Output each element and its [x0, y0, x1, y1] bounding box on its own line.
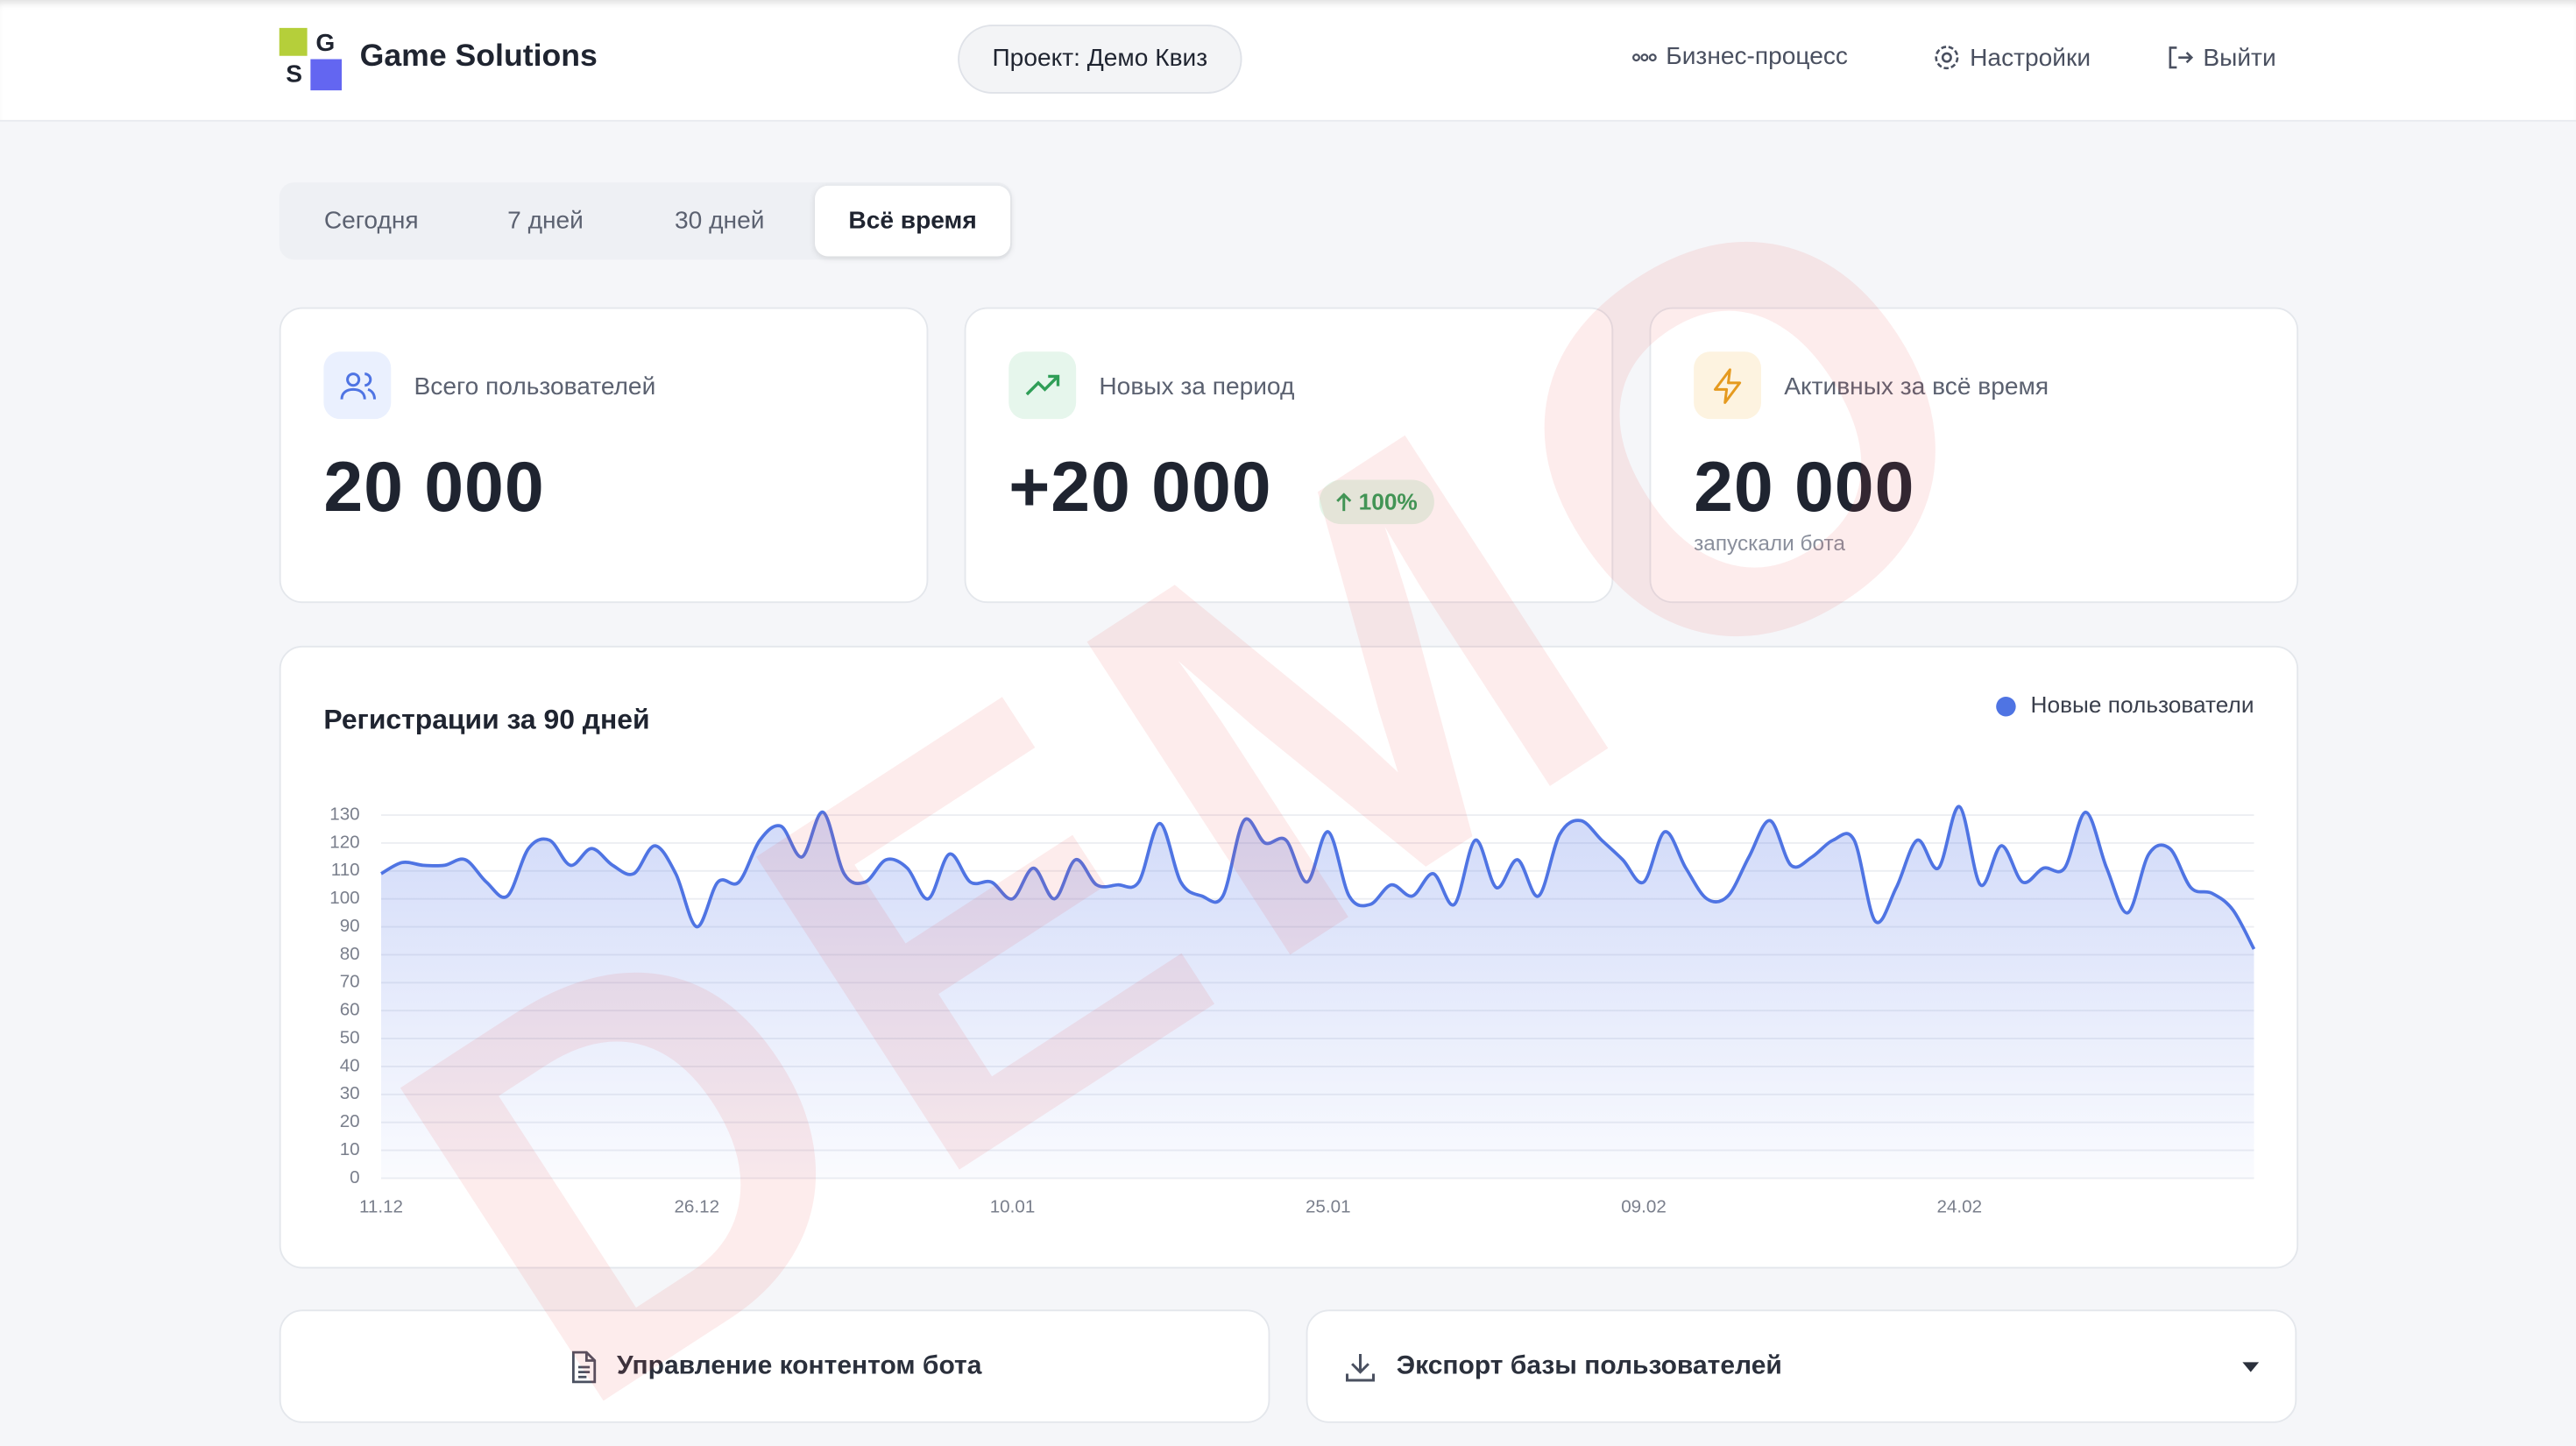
y-tick-label: 20: [340, 1111, 360, 1131]
area-fill: [381, 806, 2254, 1179]
line: [380, 805, 2256, 950]
nav-label: Бизнес-процесс: [1666, 42, 1848, 71]
x-tick-label: 09.02: [1621, 1197, 1667, 1217]
y-tick-label: 50: [340, 1027, 360, 1047]
stat-value: 20 000: [1694, 448, 1915, 528]
nav-label: Выйти: [2203, 43, 2276, 72]
y-tick-label: 0: [350, 1167, 359, 1187]
nav-label: Настройки: [1970, 43, 2091, 72]
stat-card: Активных за всё время 20 000 запускали б…: [1649, 307, 2299, 604]
x-tick-label: 26.12: [674, 1197, 719, 1217]
action-button[interactable]: Экспорт базы пользователей: [1306, 1309, 2297, 1423]
logo-letter: G: [315, 29, 335, 56]
stat-value: +20 000: [1008, 448, 1272, 528]
icon: [572, 1350, 598, 1383]
tab[interactable]: 30 дней: [675, 207, 765, 236]
y-tick-label: 120: [329, 832, 359, 852]
button-label: Управление контентом бота: [616, 1351, 982, 1380]
tab[interactable]: Всё время: [815, 185, 1011, 257]
icon-box: [323, 351, 392, 420]
icon: [1713, 367, 1741, 403]
stat-note: запускали бота: [1694, 530, 1845, 556]
icon-box: [1008, 351, 1077, 420]
icon: [1935, 46, 1959, 70]
logo-letter: S: [286, 60, 302, 88]
stat-label: Новых за период: [1099, 372, 1295, 401]
stat-card: Всего пользователей 20 000: [279, 307, 929, 604]
button-content: Экспорт базы пользователей: [1344, 1350, 1782, 1383]
nav-item[interactable]: Выйти: [2165, 43, 2276, 73]
icon-box: [1694, 351, 1761, 420]
y-tick-label: 90: [340, 916, 360, 936]
logo: G S: [279, 27, 342, 91]
legend-label: Новые пользователи: [2031, 691, 2254, 718]
x-tick-label: 10.01: [990, 1197, 1036, 1217]
icon: [1336, 492, 1352, 511]
legend-swatch: [1996, 697, 2016, 717]
stat-value: 20 000: [323, 448, 545, 528]
header: G S Game Solutions Проект: Демо Квиз Биз…: [0, 0, 2576, 122]
x-tick-label: 11.12: [359, 1197, 403, 1217]
tab[interactable]: 7 дней: [507, 207, 584, 236]
icon: [339, 372, 376, 399]
chart-title: Регистрации за 90 дней: [323, 704, 649, 735]
logo-square: [279, 27, 308, 56]
period-tabs: Сегодня 7 дней 30 дней Всё время: [279, 182, 1012, 260]
y-tick-label: 130: [329, 804, 359, 824]
y-tick-label: 60: [340, 1000, 360, 1020]
action-button[interactable]: Управление контентом бота: [279, 1309, 1270, 1423]
y-tick-label: 100: [329, 888, 359, 908]
stat-label: Всего пользователей: [414, 372, 656, 401]
dropdown-caret[interactable]: [2241, 1361, 2261, 1374]
button-label: Экспорт базы пользователей: [1396, 1351, 1782, 1380]
logo-square: [310, 59, 342, 91]
y-tick-label: 110: [331, 860, 360, 880]
y-tick-label: 80: [340, 944, 360, 964]
stat-card: Новых за период +20 000 100%: [964, 307, 1614, 604]
x-tick-label: 25.01: [1306, 1197, 1351, 1217]
button-content: Управление контентом бота: [568, 1348, 982, 1384]
icon: [1632, 53, 1657, 61]
x-tick-label: 24.02: [1936, 1197, 1982, 1217]
y-tick-label: 10: [340, 1139, 360, 1159]
y-tick-label: 70: [340, 972, 360, 992]
icon: [2169, 46, 2194, 69]
brand: Game Solutions: [359, 39, 598, 74]
project-selector[interactable]: Проект: Демо Квиз: [958, 25, 1242, 94]
badge-text: 100%: [1358, 487, 1418, 514]
badge: 100%: [1319, 479, 1434, 525]
y-tick-label: 30: [340, 1083, 360, 1103]
stat-label: Активных за всё время: [1784, 372, 2049, 401]
icon: [1346, 1353, 1375, 1381]
chart-card: Регистрации за 90 дней 0 10 20 30 40 50 60 70 80…: [279, 645, 2299, 1269]
chart: Регистрации за 90 дней 0 10 20 30 40 50 60 70 80…: [323, 691, 2256, 1217]
nav-item[interactable]: Настройки: [1932, 43, 2091, 73]
icon: [1024, 373, 1059, 395]
tab[interactable]: Сегодня: [323, 207, 419, 236]
nav-item[interactable]: Бизнес-процесс: [1631, 43, 1848, 71]
y-tick-label: 40: [340, 1055, 360, 1075]
